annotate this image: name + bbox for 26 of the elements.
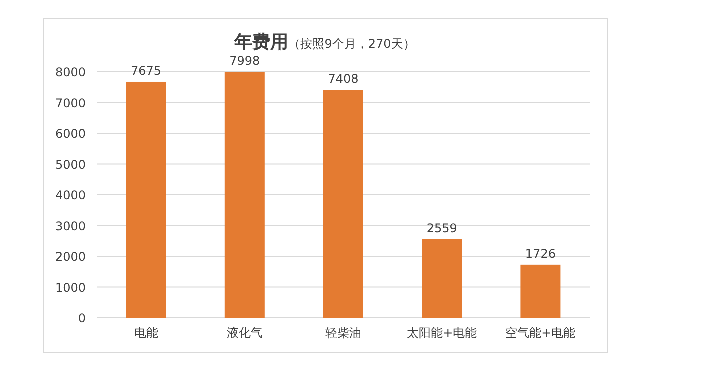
x-tick-label: 空气能+电能 (506, 326, 576, 340)
y-tick-label: 8000 (55, 66, 86, 80)
y-tick-label: 6000 (55, 127, 86, 141)
bar (126, 82, 166, 318)
y-tick-label: 3000 (55, 219, 86, 234)
bar (324, 90, 364, 318)
chart-title: 年费用 (234, 32, 289, 53)
y-tick-label: 1000 (55, 280, 86, 295)
data-label: 7408 (328, 72, 359, 86)
bar (224, 72, 265, 318)
data-label: 2559 (426, 221, 458, 236)
x-tick-label: 液化气 (226, 326, 263, 340)
x-tick-label: 太阳能+电能 (407, 326, 478, 340)
y-tick-label: 2000 (55, 250, 86, 264)
data-label: 7998 (230, 54, 260, 68)
bar (422, 239, 462, 318)
x-tick-label: 电能 (134, 326, 158, 340)
y-tick-label: 7000 (55, 96, 86, 110)
y-tick-label: 5000 (55, 158, 86, 172)
y-tick-label: 4000 (55, 188, 86, 202)
y-tick-label: 0 (78, 312, 86, 326)
data-label: 1726 (525, 246, 556, 261)
chart-subtitle: （按照9个月，270天） (288, 37, 416, 51)
data-label: 7675 (131, 64, 162, 78)
x-tick-label: 轻柴油 (326, 326, 362, 340)
bar (520, 264, 561, 318)
